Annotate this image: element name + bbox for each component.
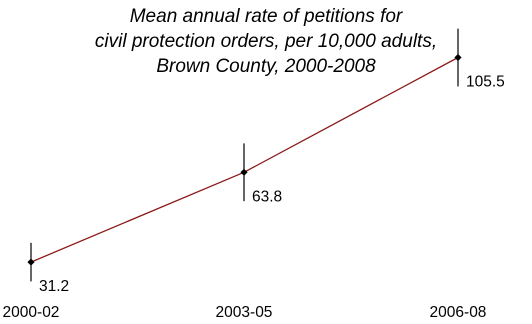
x-tick-label: 2003-05: [216, 304, 273, 321]
x-tick-label: 2000-02: [3, 304, 60, 321]
chart-title-line-2: civil protection orders, per 10,000 adul…: [94, 31, 438, 52]
data-point: [27, 258, 35, 266]
data-label: 63.8: [252, 188, 282, 205]
data-point: [240, 168, 248, 176]
chart-title-line-3: Brown County, 2000-2008: [156, 56, 376, 77]
data-point: [454, 53, 462, 62]
data-label: 31.2: [39, 278, 69, 295]
x-tick-label: 2006-08: [430, 304, 487, 321]
chart-title: Mean annual rate of petitions for civil …: [0, 4, 532, 79]
data-label: 105.5: [466, 73, 505, 90]
chart-title-line-1: Mean annual rate of petitions for: [129, 6, 403, 27]
